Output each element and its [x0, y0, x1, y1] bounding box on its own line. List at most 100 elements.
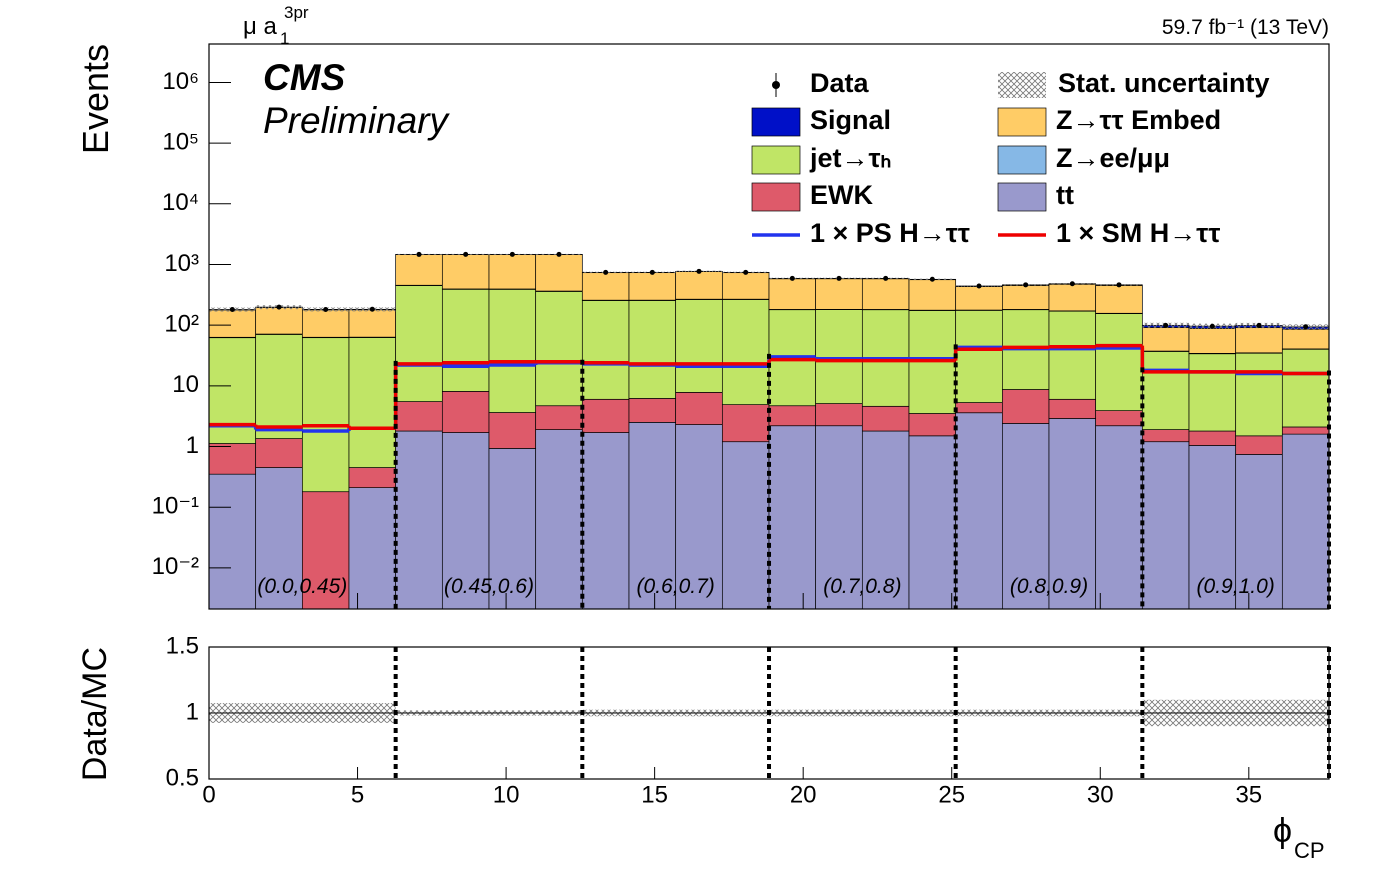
legend-label: EWK	[810, 180, 873, 210]
stack-segment	[1235, 352, 1283, 437]
ratio-y-tick-label: 1	[186, 698, 199, 725]
stack-segment	[815, 425, 863, 609]
x-tick-label: 10	[493, 781, 520, 808]
stack-segment	[255, 467, 303, 609]
section-label: (0.9,1.0)	[1197, 575, 1275, 598]
stack-segment	[348, 467, 397, 488]
stack-segment	[955, 402, 1003, 414]
data-point	[276, 304, 282, 310]
stack-segment	[1095, 425, 1143, 609]
stack-segment	[1188, 445, 1237, 609]
stack-segment	[488, 254, 537, 290]
ratio-y-axis-label: Data/MC	[76, 647, 114, 781]
data-point	[1163, 322, 1169, 328]
stack-segment	[395, 285, 443, 402]
legend-swatch	[997, 145, 1047, 175]
stack-segment	[1281, 426, 1329, 435]
stack-segment	[768, 425, 817, 609]
stack-segment	[1095, 410, 1143, 427]
data-point	[836, 275, 842, 281]
y-tick-label: 1	[186, 432, 199, 459]
stack-segment	[581, 398, 630, 433]
data-point	[696, 268, 702, 274]
legend-label: Data	[810, 68, 870, 98]
data-point	[1303, 324, 1309, 330]
legend-label: tt	[1056, 180, 1074, 210]
stack-segment	[861, 278, 910, 310]
stack-segment	[348, 309, 397, 338]
main-plot	[209, 251, 1329, 609]
x-tick-label: 35	[1235, 781, 1262, 808]
data-point	[883, 275, 889, 281]
ratio-frame	[208, 646, 1330, 780]
stack-segment	[1281, 328, 1329, 350]
stack-segment	[441, 254, 490, 290]
ratio-y-tick-label: 1.5	[166, 632, 199, 659]
stack-segment	[955, 310, 1003, 403]
stack-segment	[441, 432, 490, 609]
cms-label: CMS	[263, 57, 346, 98]
legend-label: Z→ττ Embed	[1056, 105, 1221, 135]
stack-segment	[815, 309, 863, 404]
stack-segment	[535, 405, 583, 430]
stack-segment	[861, 430, 910, 609]
x-tick-label: 0	[202, 781, 215, 808]
data-point	[649, 269, 655, 275]
section-label: (0.45,0.6)	[444, 575, 534, 598]
legend-swatch	[998, 72, 1046, 98]
stack-segment	[1095, 285, 1143, 314]
stack-segment	[209, 443, 257, 475]
stack-segment	[768, 405, 817, 427]
stack-segment	[395, 430, 443, 609]
stack-segment	[1235, 435, 1283, 455]
legend-label: Z→ee/μμ	[1056, 143, 1170, 173]
stack-segment	[1235, 327, 1283, 354]
data-point	[509, 251, 515, 257]
y-axis-label: Events	[75, 44, 116, 154]
x-tick-label: 25	[938, 781, 965, 808]
stack-segment	[721, 441, 770, 609]
y-tick-label: 10³	[164, 250, 199, 277]
stack-segment	[768, 278, 817, 310]
cms-sublabel: Preliminary	[263, 100, 451, 141]
stack-segment	[1281, 433, 1329, 609]
data-point	[1209, 323, 1215, 329]
stack-segment	[395, 401, 443, 432]
stack-segment	[628, 398, 677, 423]
legend-swatch	[751, 107, 801, 137]
stack-segment	[301, 337, 350, 493]
data-point	[416, 251, 422, 257]
stack-segment	[581, 432, 630, 609]
channel: μ a	[243, 13, 277, 40]
data-point	[1023, 282, 1029, 288]
stack-segment	[1141, 327, 1190, 352]
stack-segment	[488, 448, 537, 609]
stack-segment	[1001, 285, 1050, 310]
section-label: (0.7,0.8)	[823, 575, 901, 598]
section-label: (0.8,0.9)	[1010, 575, 1088, 598]
legend-swatch	[997, 107, 1047, 137]
x-tick-label: 20	[790, 781, 817, 808]
data-point	[556, 251, 562, 257]
stack-segment	[209, 473, 257, 609]
section-label: (0.0,0.45)	[257, 575, 347, 598]
data-point	[1116, 282, 1122, 288]
stack-segment	[348, 487, 397, 609]
stack-segment	[209, 337, 257, 444]
stack-segment	[721, 404, 770, 443]
stack-segment	[348, 337, 397, 468]
stack-segment	[908, 279, 957, 311]
stack-segment	[1188, 328, 1237, 354]
legend-label: 1 × SM H→ττ	[1056, 218, 1220, 248]
stack-segment	[535, 291, 583, 407]
legend-swatch	[751, 182, 801, 212]
stack-segment	[675, 392, 723, 425]
data-point	[976, 283, 982, 289]
stack-segment	[721, 272, 770, 300]
stack-segment	[908, 413, 957, 437]
y-tick-label: 10²	[164, 310, 199, 337]
ratio-y-tick-label: 0.5	[166, 764, 199, 791]
stack-segment	[861, 405, 910, 432]
stack-segment	[1141, 351, 1190, 430]
